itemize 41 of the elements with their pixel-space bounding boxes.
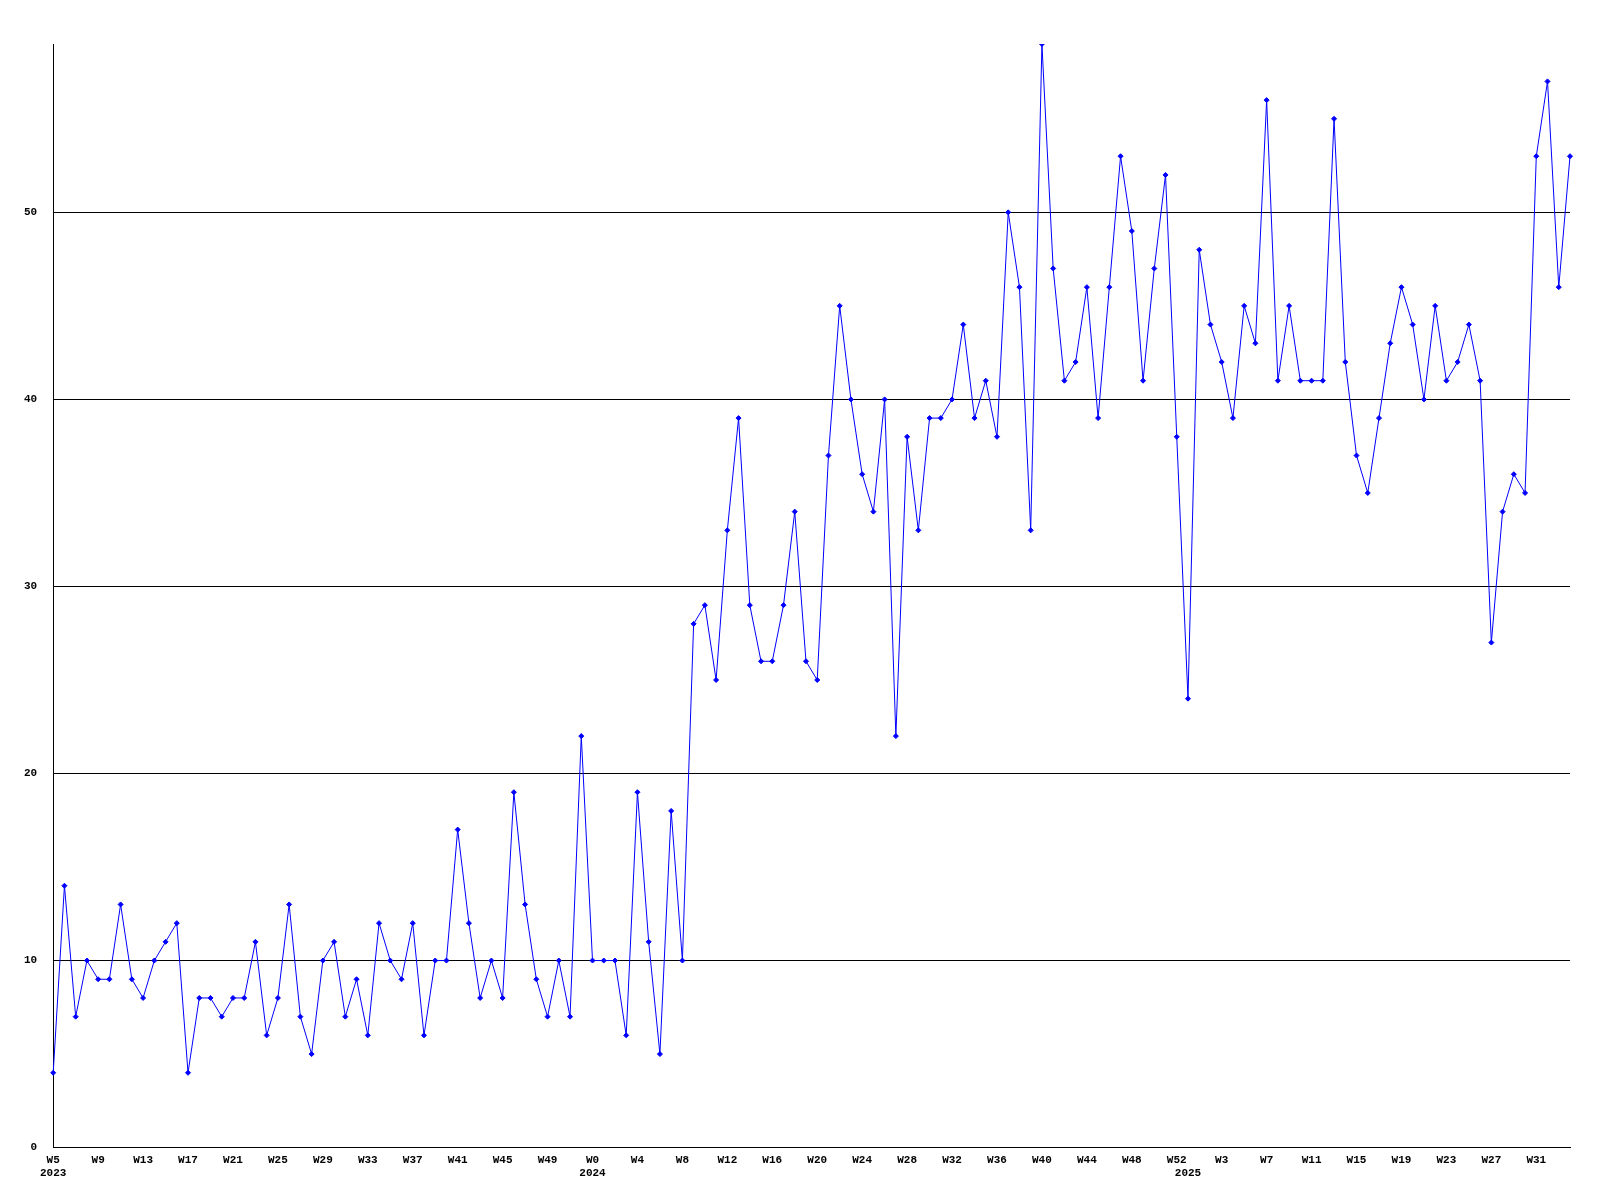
y-tick-label: 40: [24, 393, 38, 406]
x-tick-label: W33: [357, 1153, 379, 1166]
x-tick-label: W17: [178, 1153, 198, 1166]
x-tick-label: W29: [312, 1153, 333, 1166]
x-tick-label: W9: [91, 1153, 105, 1166]
x-tick-label: W13: [133, 1153, 154, 1166]
x-tick-label: W52: [1166, 1153, 1187, 1166]
x-tick-label: W23: [1436, 1153, 1457, 1166]
x-tick-label: W25: [268, 1153, 289, 1166]
x-tick-label: W4: [630, 1153, 645, 1166]
x-tick-label: W41: [447, 1153, 468, 1166]
x-tick-label: W7: [1260, 1153, 1274, 1166]
x-tick-label: W31: [1526, 1153, 1547, 1166]
y-tick-label: 20: [24, 767, 38, 780]
x-tick-label: W11: [1301, 1153, 1322, 1166]
x-tick-label: W8: [675, 1153, 690, 1166]
x-tick-label: W21: [223, 1153, 244, 1166]
x-tick-label: W12: [717, 1153, 738, 1166]
x-tick-label: W49: [537, 1153, 558, 1166]
y-tick-label: 10: [24, 954, 38, 967]
x-tick-label: W5 2023: [40, 1153, 67, 1180]
x-tick-label: W37: [402, 1153, 423, 1166]
y-tick-label: 0: [30, 1141, 38, 1154]
y-tick-label: 50: [24, 206, 38, 219]
x-tick-label: W44: [1076, 1153, 1098, 1166]
x-tick-label: W45: [492, 1153, 513, 1166]
x-tick-label: W24: [852, 1153, 873, 1166]
x-tick-label: W15: [1346, 1153, 1367, 1166]
x-tick-label: W19: [1391, 1153, 1412, 1166]
x-tick-label: W0 2024: [579, 1153, 607, 1180]
x-tick-label: 2025: [1174, 1167, 1202, 1180]
x-tick-label: W16: [762, 1153, 783, 1166]
x-tick-label: W36: [987, 1153, 1007, 1166]
x-tick-label: W32: [942, 1153, 962, 1166]
x-tick-label: W48: [1121, 1153, 1143, 1166]
x-tick-label: W40: [1032, 1153, 1052, 1166]
x-tick-label: W28: [897, 1153, 918, 1166]
x-tick-label: W20: [807, 1153, 828, 1166]
x-tick-label: W3: [1215, 1153, 1229, 1166]
y-tick-label: 30: [24, 580, 38, 593]
x-tick-label: W27: [1481, 1153, 1502, 1166]
